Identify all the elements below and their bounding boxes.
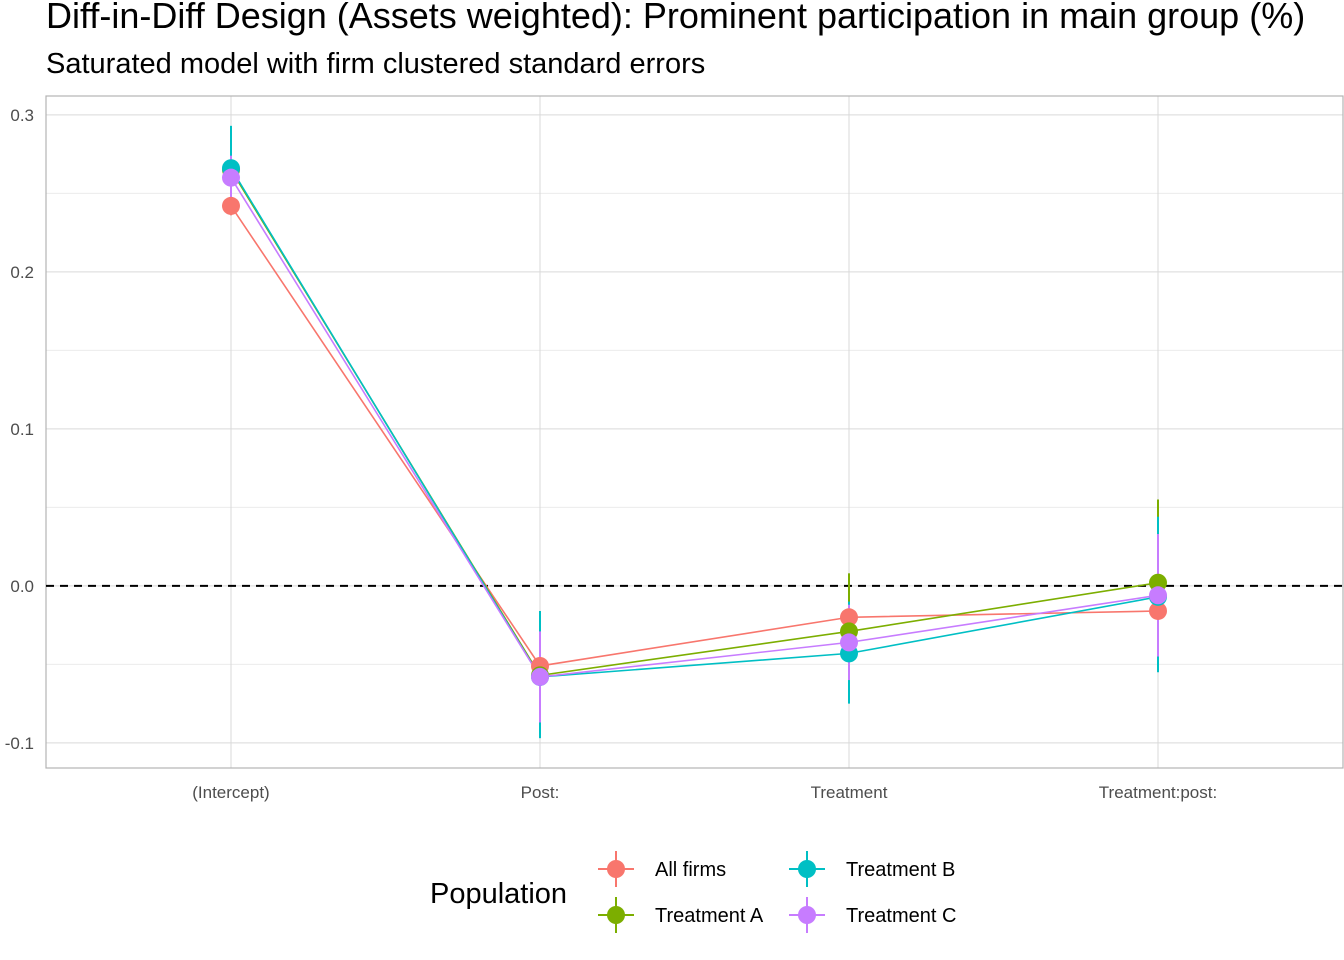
series-line-all-firms (230, 205, 1159, 667)
legend-label-treatment-c: Treatment C (846, 905, 956, 927)
legend-label-all-firms: All firms (655, 859, 726, 881)
point-all-firms (222, 196, 240, 215)
legend-title: Population (430, 878, 567, 910)
series-line-treatment-b (230, 167, 1159, 678)
point-treatment-c (1149, 586, 1167, 605)
legend-key-point-treatment-c (798, 906, 816, 924)
x-tick-label: (Intercept) (192, 783, 269, 802)
legend-key-point-treatment-a (607, 906, 625, 924)
series-line-treatment-a (230, 169, 1159, 677)
y-tick-label: 0.2 (10, 263, 34, 282)
y-tick-label: 0.0 (10, 577, 34, 596)
legend-label-treatment-a: Treatment A (655, 905, 764, 927)
legend-key-point-treatment-b (798, 860, 816, 878)
legend-label-treatment-b: Treatment B (846, 859, 955, 881)
x-tick-label: Treatment (811, 783, 888, 802)
panel-border (45, 95, 1344, 769)
x-tick-label: Treatment:post: (1099, 783, 1217, 802)
y-tick-label: 0.1 (10, 420, 34, 439)
point-all-firms (1149, 601, 1167, 620)
point-treatment-c (222, 168, 240, 187)
point-treatment-c (531, 667, 549, 686)
series-line-treatment-c (230, 177, 1159, 678)
chart-title: Diff-in-Diff Design (Assets weighted): P… (46, 0, 1306, 36)
y-tick-label: -0.1 (5, 734, 34, 753)
legend-key-point-all-firms (607, 860, 625, 878)
point-treatment-c (840, 633, 858, 652)
point-all-firms (840, 608, 858, 627)
x-tick-label: Post: (521, 783, 560, 802)
point-treatment-a (1149, 573, 1167, 592)
chart-subtitle: Saturated model with firm clustered stan… (46, 48, 706, 80)
y-tick-label: 0.3 (10, 106, 34, 125)
